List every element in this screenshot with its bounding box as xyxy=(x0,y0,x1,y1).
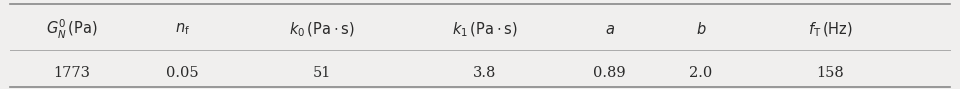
Text: $a$: $a$ xyxy=(605,22,614,37)
Text: 0.89: 0.89 xyxy=(593,66,626,80)
Text: 3.8: 3.8 xyxy=(473,66,496,80)
Text: 2.0: 2.0 xyxy=(689,66,712,80)
Text: $k_0\,(\mathrm{Pa}\cdot\mathrm{s})$: $k_0\,(\mathrm{Pa}\cdot\mathrm{s})$ xyxy=(289,20,354,39)
Text: 51: 51 xyxy=(312,66,331,80)
Text: 158: 158 xyxy=(817,66,844,80)
Text: $n_\mathrm{f}$: $n_\mathrm{f}$ xyxy=(175,22,190,37)
Text: $b$: $b$ xyxy=(695,21,707,37)
Text: $k_1\,(\mathrm{Pa}\cdot\mathrm{s})$: $k_1\,(\mathrm{Pa}\cdot\mathrm{s})$ xyxy=(452,20,517,39)
Text: 1773: 1773 xyxy=(54,66,90,80)
Text: $f_\mathrm{T}\,(\mathrm{Hz})$: $f_\mathrm{T}\,(\mathrm{Hz})$ xyxy=(808,20,852,39)
Text: 0.05: 0.05 xyxy=(166,66,199,80)
Text: $G_N^0\,(\mathrm{Pa})$: $G_N^0\,(\mathrm{Pa})$ xyxy=(46,18,98,41)
